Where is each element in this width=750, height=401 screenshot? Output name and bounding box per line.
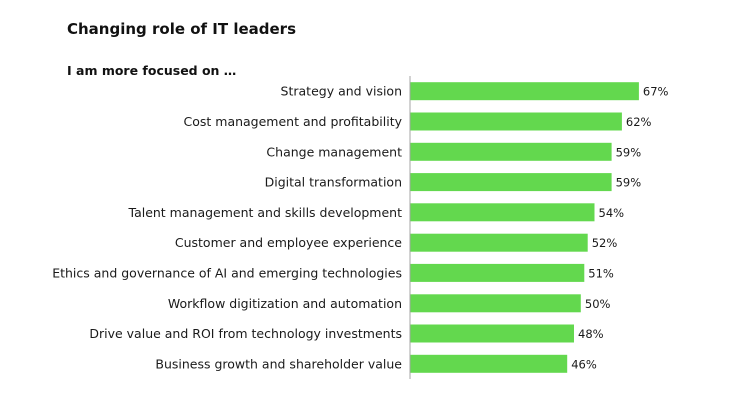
category-labels: Strategy and vision Cost management and p… (52, 84, 402, 372)
chart-subtitle: I am more focused on … (67, 63, 237, 78)
category-label: Customer and employee experience (175, 235, 402, 250)
bar-3 (410, 142, 612, 161)
bar-7 (410, 263, 585, 282)
bar-6 (410, 233, 588, 252)
bar-8 (410, 294, 581, 313)
value-label: 52% (592, 236, 618, 250)
value-label: 48% (578, 327, 604, 341)
value-label: 50% (585, 297, 611, 311)
category-label: Digital transformation (265, 175, 402, 190)
bar-4 (410, 173, 612, 192)
value-label: 59% (616, 145, 642, 159)
category-label: Change management (266, 144, 402, 159)
category-label: Strategy and vision (281, 84, 402, 99)
value-label: 67% (643, 85, 669, 99)
value-label: 62% (626, 115, 652, 129)
category-label: Talent management and skills development (128, 205, 403, 220)
bars-layer (410, 82, 639, 373)
bar-2 (410, 112, 622, 131)
bar-10 (410, 354, 568, 373)
chart-title: Changing role of IT leaders (67, 20, 297, 38)
value-labels: 67% 62% 59% 59% 54% 52% 51% 50% 48% 46% (571, 85, 668, 372)
value-label: 54% (599, 206, 625, 220)
category-label: Workflow digitization and automation (168, 296, 402, 311)
bar-9 (410, 324, 574, 343)
category-label: Cost management and profitability (184, 114, 403, 129)
category-label: Business growth and shareholder value (155, 356, 402, 371)
category-label: Ethics and governance of AI and emerging… (52, 265, 402, 280)
bar-1 (410, 82, 639, 101)
bar-5 (410, 203, 595, 222)
value-label: 51% (588, 266, 614, 280)
category-label: Drive value and ROI from technology inve… (89, 326, 402, 341)
value-label: 46% (571, 357, 597, 371)
value-label: 59% (616, 176, 642, 190)
